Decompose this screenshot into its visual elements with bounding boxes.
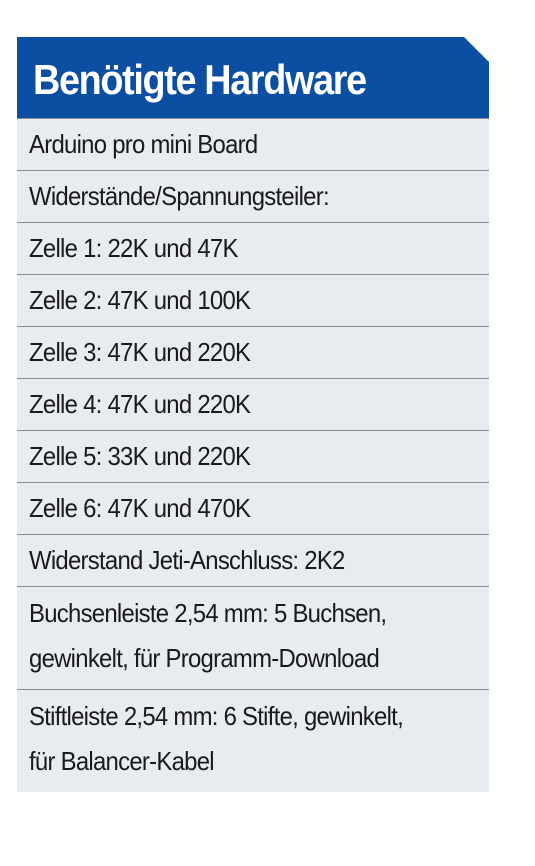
row-text: Zelle 5: 33K und 220K [29, 441, 251, 471]
table-row: Widerstände/Spannungsteiler: [17, 170, 489, 222]
row-text-line-1: Buchsenleiste 2,54 mm: 5 Buchsen, [29, 598, 387, 628]
table-row: Zelle 6: 47K und 470K [17, 482, 489, 534]
table-row: Widerstand Jeti-Anschluss: 2K2 [17, 534, 489, 586]
table-row: Stiftleiste 2,54 mm: 6 Stifte, gewinkelt… [17, 689, 489, 792]
table-row: Zelle 4: 47K und 220K [17, 378, 489, 430]
page-title: Benötigte Hardware [33, 55, 367, 103]
row-text-line-2: gewinkelt, für Programm-Download [29, 643, 380, 673]
row-text: Zelle 3: 47K und 220K [29, 337, 251, 367]
row-text-line-1: Stiftleiste 2,54 mm: 6 Stifte, gewinkelt… [29, 701, 404, 731]
table-row: Buchsenleiste 2,54 mm: 5 Buchsen, gewink… [17, 586, 489, 689]
row-text: Zelle 1: 22K und 47K [29, 233, 238, 263]
header-bar: Benötigte Hardware [17, 37, 489, 118]
row-text: Widerstände/Spannungsteiler: [29, 181, 330, 211]
table-row: Arduino pro mini Board [17, 118, 489, 170]
hardware-box: Benötigte Hardware Arduino pro mini Boar… [17, 37, 489, 792]
row-text: Zelle 6: 47K und 470K [29, 493, 251, 523]
row-text: Widerstand Jeti-Anschluss: 2K2 [29, 545, 345, 575]
hardware-table: Arduino pro mini Board Widerstände/Spann… [17, 118, 489, 792]
table-row: Zelle 3: 47K und 220K [17, 326, 489, 378]
row-text-line-2: für Balancer-Kabel [29, 746, 215, 776]
table-row: Zelle 5: 33K und 220K [17, 430, 489, 482]
row-text: Zelle 4: 47K und 220K [29, 389, 251, 419]
row-text: Zelle 2: 47K und 100K [29, 285, 251, 315]
table-row: Zelle 2: 47K und 100K [17, 274, 489, 326]
table-row: Zelle 1: 22K und 47K [17, 222, 489, 274]
row-text: Arduino pro mini Board [29, 129, 258, 159]
